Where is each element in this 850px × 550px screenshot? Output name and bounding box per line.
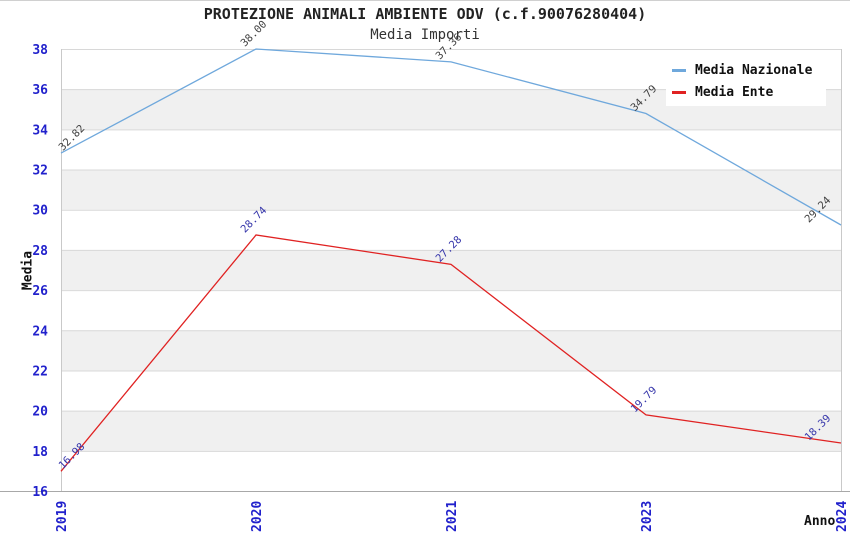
legend: Media Nazionale Media Ente	[666, 57, 826, 106]
plot-band	[61, 370, 841, 411]
y-tick-label: 36	[32, 83, 48, 98]
y-tick-label: 16	[32, 485, 48, 500]
series-line-media-ente	[60, 234, 842, 472]
y-tick-label: 28	[32, 244, 48, 259]
plot-band	[61, 410, 841, 451]
y-tick-label: 22	[32, 364, 48, 379]
legend-line-marker-red	[672, 91, 686, 94]
legend-label: Media Ente	[695, 85, 774, 100]
series-line-media-nazionale	[60, 48, 842, 226]
plot-band	[61, 450, 841, 491]
y-tick-label: 18	[32, 445, 48, 460]
legend-label: Media Nazionale	[695, 63, 813, 78]
y-axis-title: Media	[20, 250, 36, 291]
y-tick-label: 30	[32, 204, 48, 219]
x-axis-title: Anno	[804, 514, 836, 529]
x-tick-label: 2020	[250, 501, 265, 532]
chart-title: PROTEZIONE ANIMALI AMBIENTE ODV (c.f.900…	[203, 5, 647, 23]
legend-item-media-ente: Media Ente	[672, 86, 820, 99]
y-tick-label: 38	[32, 43, 48, 58]
legend-item-media-nazionale: Media Nazionale	[672, 64, 820, 77]
plot-band	[61, 129, 841, 170]
plot-band	[61, 209, 841, 250]
y-tick-label: 24	[32, 324, 48, 339]
y-tick-label: 26	[32, 284, 48, 299]
plot-band	[61, 249, 841, 291]
y-tick-label: 32	[32, 164, 48, 179]
y-tick-label: 34	[32, 123, 48, 138]
legend-line-marker-blue	[672, 69, 686, 72]
x-tick-label: 2024	[835, 501, 850, 532]
x-tick-label: 2021	[445, 501, 460, 532]
x-tick-label: 2019	[55, 501, 70, 532]
plot-band	[61, 290, 841, 331]
chart-subtitle: Media Importi	[370, 27, 480, 43]
plot-band	[61, 330, 841, 371]
plot-band	[61, 169, 841, 210]
y-tick-label: 20	[32, 405, 48, 420]
x-tick-label: 2023	[640, 501, 655, 532]
